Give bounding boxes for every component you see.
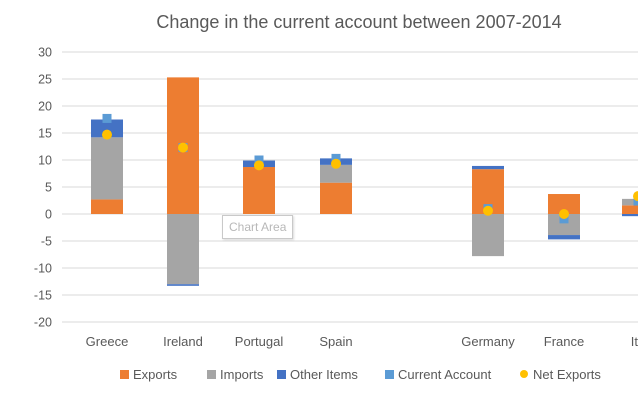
x-category-label: Portugal <box>235 334 284 349</box>
legend-swatch <box>207 370 216 379</box>
x-category-label: Germany <box>461 334 515 349</box>
bar-segment <box>167 214 199 285</box>
y-tick-label: -15 <box>34 289 52 303</box>
x-category-label: Ita <box>631 334 638 349</box>
bar-segment <box>167 284 199 286</box>
y-tick-label: 5 <box>45 181 52 195</box>
bar-segment <box>622 214 638 217</box>
y-tick-label: -10 <box>34 262 52 276</box>
x-category-label: France <box>544 334 584 349</box>
markers <box>102 113 638 224</box>
net-exports-marker <box>483 205 493 216</box>
current-account-marker <box>633 196 638 206</box>
current-account-marker <box>102 113 112 123</box>
chart-title: Change in the current account between 20… <box>156 12 561 32</box>
legend-swatch <box>277 370 286 379</box>
x-category-label: Greece <box>86 334 129 349</box>
bar-segment <box>548 194 580 214</box>
axis-labels: 30 25 20 15 10 5 0 -5 -10 -15 -20 Greece Ireland Port… <box>34 46 638 350</box>
bar-segment <box>548 235 580 240</box>
current-account-marker <box>331 153 341 163</box>
legend-swatch <box>120 370 129 379</box>
y-tick-label: 0 <box>45 208 52 222</box>
bar-segment <box>320 182 352 214</box>
bar-segment <box>472 165 504 170</box>
bar-segment <box>91 199 123 214</box>
y-tick-label: -5 <box>41 235 52 249</box>
legend-swatch <box>520 370 528 378</box>
bar-segment <box>622 198 638 206</box>
y-tick-label: 30 <box>38 46 52 60</box>
net-exports-marker <box>102 129 112 140</box>
legend-label: Imports <box>220 367 264 382</box>
legend-label: Exports <box>133 367 178 382</box>
y-tick-label: 10 <box>38 154 52 168</box>
legend-label: Current Account <box>398 367 492 382</box>
legend-swatch <box>385 370 394 379</box>
legend: Exports Imports Other Items Current Account… <box>120 367 601 382</box>
bar-segment <box>320 164 352 183</box>
legend-label: Other Items <box>290 367 358 382</box>
x-category-label: Ireland <box>163 334 203 349</box>
bar-segment <box>548 214 580 236</box>
y-tick-label: -20 <box>34 316 52 330</box>
net-exports-marker <box>178 142 188 153</box>
x-category-label: Spain <box>319 334 352 349</box>
bars <box>91 77 638 286</box>
y-tick-label: 15 <box>38 127 52 141</box>
y-tick-label: 20 <box>38 100 52 114</box>
chart-area-tooltip: Chart Area <box>222 215 294 239</box>
bar-segment <box>472 214 504 257</box>
legend-label: Net Exports <box>533 367 601 382</box>
net-exports-marker <box>559 209 569 219</box>
bar-segment <box>622 205 638 214</box>
net-exports-marker <box>331 158 341 169</box>
net-exports-marker <box>633 191 638 202</box>
y-tick-label: 25 <box>38 73 52 87</box>
current-account-marker <box>254 155 264 165</box>
net-exports-marker <box>254 160 264 171</box>
bar-segment <box>91 137 123 200</box>
bar-segment <box>91 119 123 138</box>
bar-segment <box>243 167 275 214</box>
